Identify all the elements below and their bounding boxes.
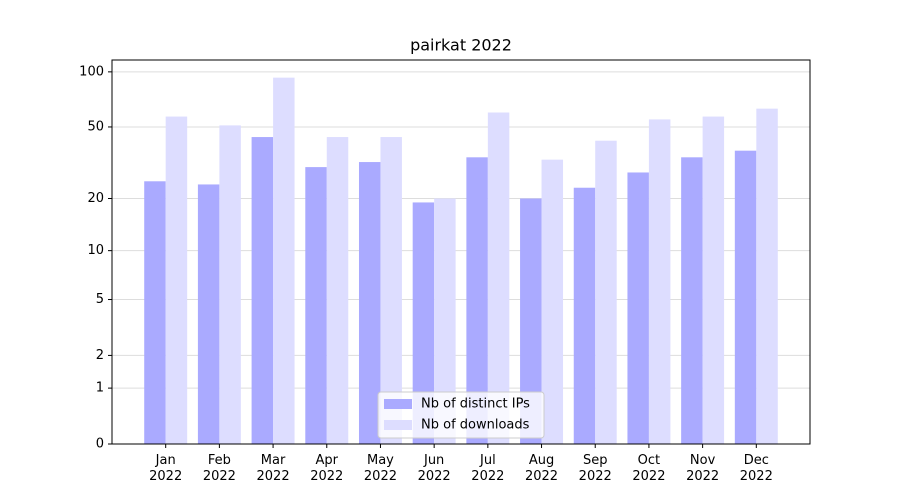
legend-label: Nb of distinct IPs (421, 397, 530, 412)
bar (165, 116, 188, 444)
x-tick-label: Aug 2022 (524, 453, 559, 484)
legend-swatch (384, 399, 412, 409)
bar (251, 137, 274, 444)
y-tick-label: 0 (96, 437, 104, 452)
x-tick-label: Jun 2022 (417, 453, 451, 484)
bar (487, 112, 510, 444)
x-tick-label: Mar 2022 (256, 453, 290, 484)
bar (358, 162, 381, 445)
y-tick-label: 100 (79, 64, 104, 79)
bar (520, 198, 542, 444)
bar (305, 167, 327, 444)
plot-frame (111, 59, 811, 445)
y-tick-label: 50 (87, 119, 104, 134)
bar (434, 198, 456, 444)
bar (466, 157, 488, 445)
legend-label: Nb of downloads (421, 418, 530, 433)
bar (627, 172, 649, 444)
y-tick-label: 10 (87, 243, 104, 258)
bar (681, 157, 703, 445)
bar (219, 125, 241, 445)
x-tick-label: Feb 2022 (202, 453, 236, 484)
legend: Nb of distinct IPs Nb of downloads (377, 391, 545, 439)
y-tick-label: 20 (87, 191, 104, 206)
bar (756, 108, 778, 445)
bar (648, 119, 671, 444)
bar (541, 159, 564, 444)
legend-box (377, 391, 545, 439)
bar (702, 116, 725, 444)
x-tick-label: Jul 2022 (471, 453, 505, 484)
x-tick-label: Nov 2022 (686, 453, 720, 484)
x-tick-label: Apr 2022 (310, 453, 344, 484)
x-tick-label: Sep 2022 (578, 453, 612, 484)
chart-title: pairkat 2022 (410, 36, 512, 55)
bar (573, 187, 596, 445)
bar (380, 137, 402, 444)
bar (197, 184, 220, 444)
bar (734, 150, 757, 444)
bar (273, 77, 295, 444)
x-tick-label: Oct 2022 (632, 453, 666, 484)
bar (144, 181, 166, 444)
x-tick-label: Dec 2022 (739, 453, 773, 484)
x-tick-label: May 2022 (363, 453, 397, 484)
bar (595, 140, 617, 444)
bar (412, 202, 435, 444)
y-tick-label: 5 (96, 292, 104, 307)
bar (326, 137, 349, 444)
x-tick-label: Jan 2022 (149, 453, 183, 484)
legend-swatch (384, 420, 412, 430)
y-tick-label: 2 (96, 348, 104, 363)
y-tick-label: 1 (96, 381, 104, 396)
